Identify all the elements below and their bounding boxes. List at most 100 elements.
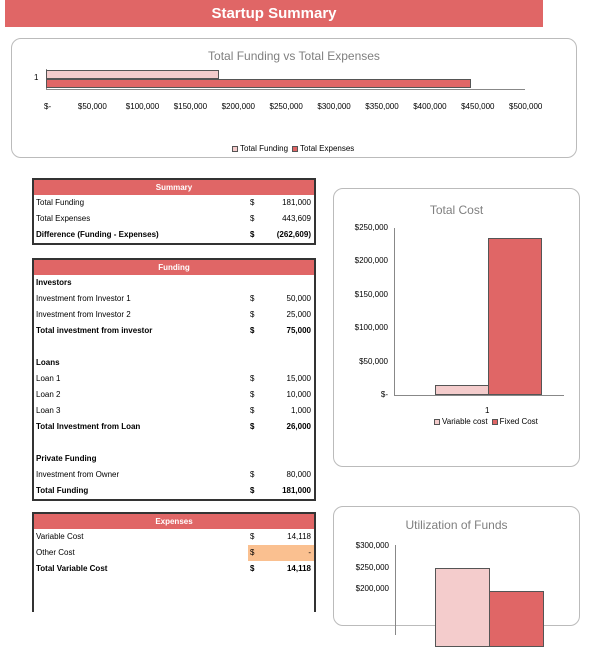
currency-symbol: $ — [250, 307, 254, 323]
table-row: Loans — [34, 355, 314, 371]
bar-variable-cost[interactable] — [435, 385, 489, 395]
x-tick-label: $450,000 — [461, 102, 494, 111]
row-label: Total Funding — [36, 198, 84, 207]
x-axis — [394, 395, 564, 396]
row-label: Loan 1 — [36, 374, 60, 383]
table-row: Total Expenses $443,609 — [34, 211, 314, 227]
currency-symbol: $ — [250, 483, 254, 499]
legend-item: Total Funding — [232, 144, 288, 153]
table-row: Loan 2 $10,000 — [34, 387, 314, 403]
table-header: Funding — [34, 260, 314, 275]
currency-symbol: $ — [250, 227, 254, 243]
currency-symbol: $ — [250, 419, 254, 435]
row-label: Investment from Owner — [36, 470, 119, 479]
currency-symbol: $ — [250, 387, 254, 403]
row-label: Difference (Funding - Expenses) — [36, 230, 159, 239]
table-row: Loan 1$15,000 — [34, 371, 314, 387]
row-label: Total Funding — [36, 486, 88, 495]
row-label: Total Investment from Loan — [36, 422, 140, 431]
total-cost-chart[interactable]: Total Cost $-$50,000$100,000$150,000$200… — [333, 188, 580, 467]
row-value: 80,000 — [287, 467, 311, 483]
funding-vs-expenses-chart[interactable]: Total Funding vs Total Expenses 1$-$50,0… — [11, 38, 577, 158]
table-row: Total Variable Cost$14,118 — [34, 561, 314, 577]
bar-total-funding[interactable] — [46, 70, 219, 79]
table-row: Investment from Owner$80,000 — [34, 467, 314, 483]
x-tick-label: $350,000 — [365, 102, 398, 111]
table-row — [34, 435, 314, 451]
bar-total-expenses[interactable] — [46, 79, 471, 88]
row-label: Loans — [36, 358, 60, 367]
currency-symbol: $ — [250, 211, 254, 227]
row-label: Other Cost — [36, 548, 75, 557]
legend-item: Fixed Cost — [492, 417, 538, 426]
x-tick-label: $200,000 — [222, 102, 255, 111]
row-value: 75,000 — [287, 323, 311, 339]
legend-label: Fixed Cost — [500, 417, 538, 426]
category-label: 1 — [34, 73, 38, 82]
row-label: Investment from Investor 2 — [36, 310, 131, 319]
table-row: Total Funding$181,000 — [34, 483, 314, 499]
row-value: 181,000 — [282, 195, 311, 211]
y-tick-label: $- — [381, 390, 388, 399]
x-tick-label: $250,000 — [270, 102, 303, 111]
x-tick-label: $500,000 — [509, 102, 542, 111]
x-tick-label: $100,000 — [126, 102, 159, 111]
bar-fixed-cost[interactable] — [488, 238, 542, 395]
legend-item: Variable cost — [434, 417, 488, 426]
currency-symbol: $ — [250, 195, 254, 211]
legend-label: Total Expenses — [300, 144, 354, 153]
y-tick-label: $250,000 — [356, 563, 389, 572]
currency-symbol: $ — [250, 529, 254, 545]
table-row: Investment from Investor 2$25,000 — [34, 307, 314, 323]
table-row: Variable Cost$14,118 — [34, 529, 314, 545]
table-row — [34, 339, 314, 355]
x-tick-label: $50,000 — [78, 102, 107, 111]
row-label: Loan 2 — [36, 390, 60, 399]
row-value: (262,609) — [277, 227, 311, 243]
table-row: Total investment from investor $75,000 — [34, 323, 314, 339]
row-label: Total investment from investor — [36, 326, 152, 335]
row-label: Investment from Investor 1 — [36, 294, 131, 303]
table-row: Total Investment from Loan $26,000 — [34, 419, 314, 435]
utilization-of-funds-chart[interactable]: Utilization of Funds $200,000$250,000$30… — [333, 506, 580, 626]
table-row: Difference (Funding - Expenses) $ (262,609… — [34, 227, 314, 243]
table-header: Summary — [34, 180, 314, 195]
page-title: Startup Summary — [5, 0, 543, 27]
table-row: Loan 3$1,000 — [34, 403, 314, 419]
y-tick-label: $300,000 — [356, 541, 389, 550]
y-tick-label: $250,000 — [355, 223, 388, 232]
legend-swatch — [232, 146, 238, 152]
row-value: 15,000 — [287, 371, 311, 387]
legend-swatch — [492, 419, 498, 425]
row-value: 26,000 — [287, 419, 311, 435]
table-row: Investment from Investor 1 $50,000 — [34, 291, 314, 307]
row-label: Investors — [36, 278, 72, 287]
currency-symbol: $ — [250, 403, 254, 419]
x-tick-label: $300,000 — [317, 102, 350, 111]
y-tick-label: $100,000 — [355, 323, 388, 332]
currency-symbol: $ — [250, 545, 254, 561]
legend-item: Total Expenses — [292, 144, 354, 153]
y-tick-label: $200,000 — [356, 584, 389, 593]
row-value: 50,000 — [287, 291, 311, 307]
funding-table: Funding Investors Investment from Investor… — [32, 258, 316, 501]
row-value: 10,000 — [287, 387, 311, 403]
row-value: - — [308, 545, 311, 561]
row-label: Variable Cost — [36, 532, 83, 541]
x-tick-label: $150,000 — [174, 102, 207, 111]
bar[interactable] — [435, 568, 490, 647]
row-value: 443,609 — [282, 211, 311, 227]
currency-symbol: $ — [250, 561, 254, 577]
y-axis — [395, 545, 396, 635]
row-label: Private Funding — [36, 454, 96, 463]
chart-legend: Total Funding Total Expenses — [232, 144, 358, 153]
currency-symbol: $ — [250, 291, 254, 307]
row-label: Loan 3 — [36, 406, 60, 415]
row-label: Total Expenses — [36, 214, 90, 223]
currency-symbol: $ — [250, 323, 254, 339]
table-row: Total Funding $181,000 — [34, 195, 314, 211]
table-row: Investors — [34, 275, 314, 291]
row-label: Total Variable Cost — [36, 564, 107, 573]
